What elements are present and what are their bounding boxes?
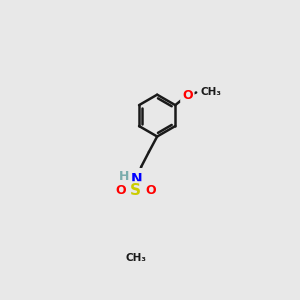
- Text: H: H: [119, 170, 129, 183]
- Text: O: O: [182, 89, 193, 102]
- Text: O: O: [115, 184, 126, 197]
- Text: CH₃: CH₃: [125, 253, 146, 263]
- Text: O: O: [146, 184, 156, 197]
- Text: CH₃: CH₃: [201, 87, 222, 97]
- Text: N: N: [131, 172, 142, 186]
- Text: S: S: [130, 184, 141, 199]
